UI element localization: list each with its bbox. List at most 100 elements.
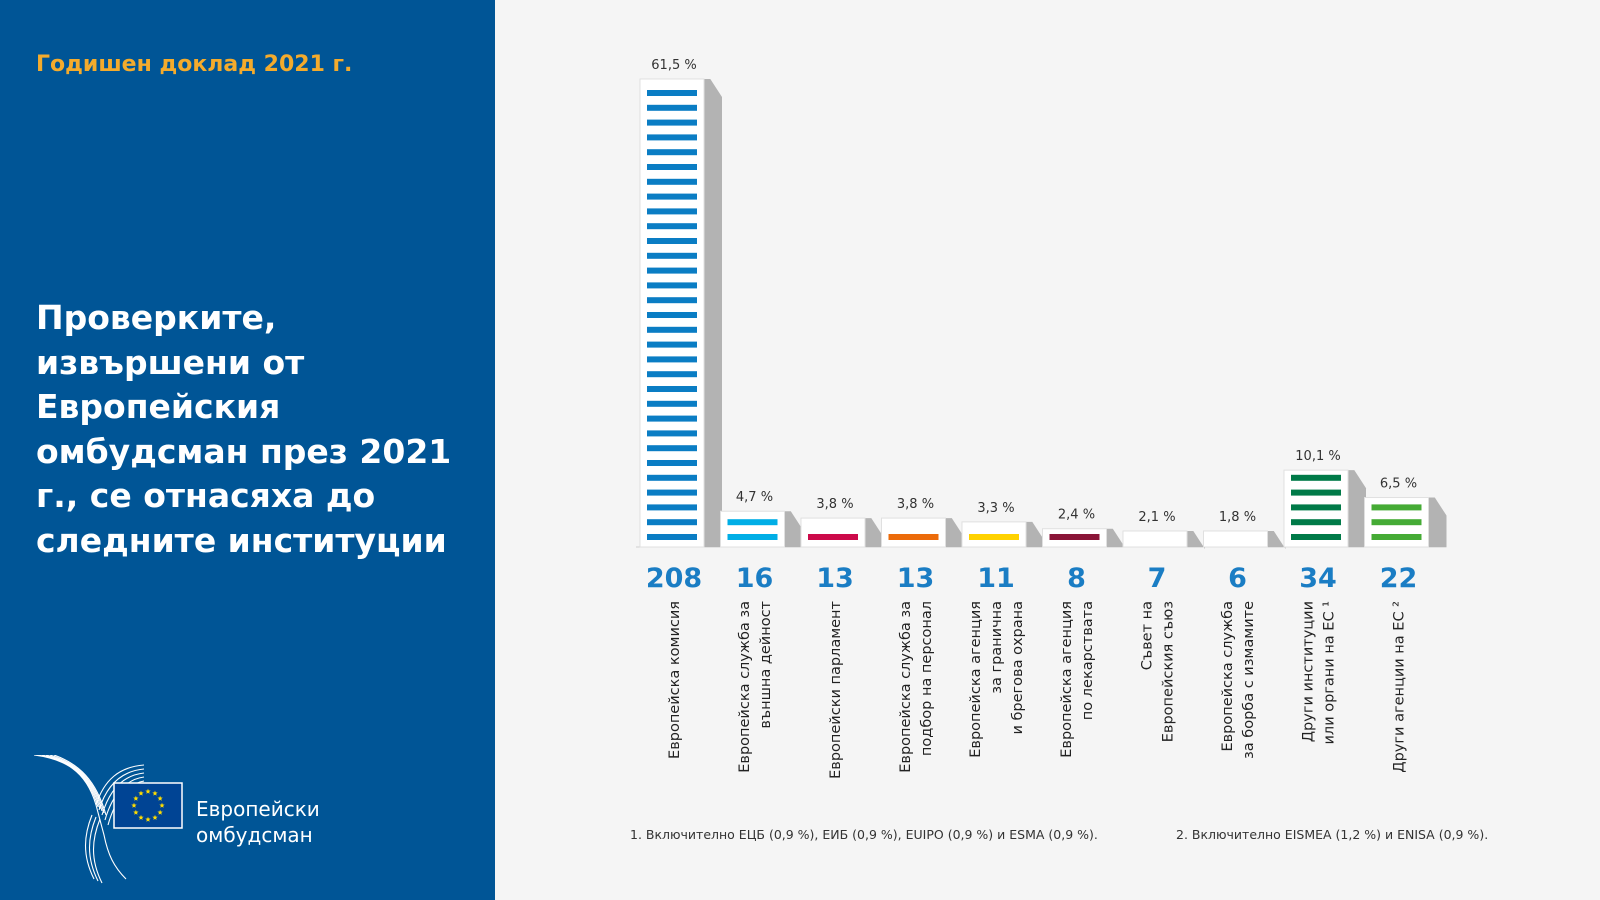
bar-front xyxy=(800,517,866,548)
percent-label: 3,8 % xyxy=(816,497,853,512)
logo-line-1: Европейски xyxy=(196,797,320,821)
bar-side xyxy=(704,79,722,547)
bar-stripe xyxy=(1371,534,1422,540)
bar-stripe xyxy=(647,119,697,126)
bar xyxy=(639,78,722,548)
bar-stripe xyxy=(808,534,858,540)
eu-star-icon xyxy=(152,790,158,796)
sidebar-panel: Годишен доклад 2021 г. Проверките, извър… xyxy=(0,0,495,900)
bar-stripe xyxy=(647,282,697,289)
bar-stripe xyxy=(1291,534,1341,540)
bar-front xyxy=(881,517,946,548)
bar-stripe xyxy=(647,400,697,407)
percent-label: 4,7 % xyxy=(736,490,773,505)
bar-stripe xyxy=(647,104,697,111)
bar-stripe xyxy=(647,178,697,185)
category-label: за борба с измамите xyxy=(1241,601,1257,759)
bar-stripe xyxy=(647,386,697,392)
logo-text: Европейски омбудсман xyxy=(196,796,320,848)
percent-label: 10,1 % xyxy=(1295,449,1340,464)
category-label: Европейска служба за xyxy=(898,601,914,773)
eu-star-icon xyxy=(133,809,139,815)
category-label: външна дейност xyxy=(758,600,774,728)
category-label: Други агенции на ЕС ² xyxy=(1392,601,1408,773)
bar-stripe xyxy=(647,208,697,215)
bar xyxy=(881,517,964,548)
bar-side xyxy=(945,518,964,547)
category-label: Европейска комисия xyxy=(667,601,683,759)
bar-stripe xyxy=(647,371,697,378)
footnote-1: 1. Включително ЕЦБ (0,9 %), ЕИБ (0,9 %),… xyxy=(630,827,1098,842)
page-title: Проверките, извършени от Европейския омб… xyxy=(36,298,452,560)
bar-stripe xyxy=(647,356,697,363)
bar-front xyxy=(1122,530,1188,548)
ombudsman-wing-icon xyxy=(34,755,145,884)
count-label: 22 xyxy=(1380,563,1418,594)
eu-star-icon xyxy=(138,790,144,796)
category-label: Европейски парламент xyxy=(828,600,844,778)
bar xyxy=(800,517,883,548)
category-label: Европейска агенция xyxy=(1059,601,1075,758)
bar-stripe xyxy=(647,223,697,230)
bar-stripe xyxy=(647,312,697,318)
bar-stripe xyxy=(647,445,697,452)
eu-stars-icon xyxy=(131,788,165,822)
bar-side xyxy=(1187,531,1205,549)
bar-stripe xyxy=(647,267,697,274)
category-label: Европейския съюз xyxy=(1161,601,1177,742)
eu-star-icon xyxy=(145,788,151,794)
bar-stripe xyxy=(647,474,697,481)
bar-stripe xyxy=(647,193,697,200)
count-label: 13 xyxy=(816,563,854,594)
percent-label: 1,8 % xyxy=(1219,510,1256,525)
bar-front xyxy=(720,510,785,548)
bar-stripe xyxy=(647,519,697,526)
report-title: Годишен доклад 2021 г. xyxy=(36,52,353,77)
bar xyxy=(1042,528,1125,548)
bar-side xyxy=(1348,470,1366,547)
bars-group xyxy=(636,78,1447,549)
bar-stripe xyxy=(647,415,697,422)
bar-stripe xyxy=(647,430,697,437)
bar-stripe xyxy=(1291,474,1341,481)
category-label: подбор на персонал xyxy=(919,601,935,756)
category-label: по лекарствата xyxy=(1080,601,1096,720)
eu-star-icon xyxy=(131,802,137,808)
footnote-2: 2. Включително EISMEA (1,2 %) и ENISA (0… xyxy=(1176,827,1489,842)
eu-star-icon xyxy=(145,816,151,822)
category-label: или органи на ЕС ¹ xyxy=(1322,601,1338,745)
category-label: Европейска служба за xyxy=(737,601,753,773)
bar-stripe xyxy=(727,534,778,540)
bar-stripe xyxy=(647,134,697,141)
bar xyxy=(1122,530,1205,549)
bar-stripe xyxy=(647,460,697,466)
bar-stripe xyxy=(647,534,697,540)
bar xyxy=(720,510,803,548)
bar-stripe xyxy=(647,90,697,96)
bar-side xyxy=(1428,497,1447,547)
bar-stripe xyxy=(888,534,939,540)
category-label: и брегова охрана xyxy=(1010,601,1026,735)
eu-star-icon xyxy=(152,814,158,820)
eu-star-icon xyxy=(159,802,165,808)
count-label: 7 xyxy=(1148,563,1167,594)
bar-stripe xyxy=(1049,534,1100,540)
ombudsman-logo-icon xyxy=(34,755,183,884)
category-label: Други институции xyxy=(1301,601,1317,742)
bar-stripe xyxy=(727,519,778,526)
eu-star-icon xyxy=(157,795,163,801)
count-label: 16 xyxy=(736,563,774,594)
category-label: за гранична xyxy=(989,601,1005,694)
eu-star-icon xyxy=(157,809,163,815)
bar-stripe xyxy=(1371,519,1422,526)
bar-stripe xyxy=(647,297,697,304)
bar-stripe xyxy=(1291,489,1341,496)
category-label: Европейска служба xyxy=(1220,601,1236,752)
bar-side xyxy=(1106,528,1125,547)
bar-stripe xyxy=(647,489,697,496)
bar-stripe xyxy=(647,238,697,244)
bar xyxy=(961,521,1044,548)
eu-star-icon xyxy=(133,795,139,801)
labels-group: 61,5 % 208 Европейска комисия 4,7 % 16 Европе… xyxy=(646,58,1417,779)
bar-stripe xyxy=(1291,504,1341,511)
